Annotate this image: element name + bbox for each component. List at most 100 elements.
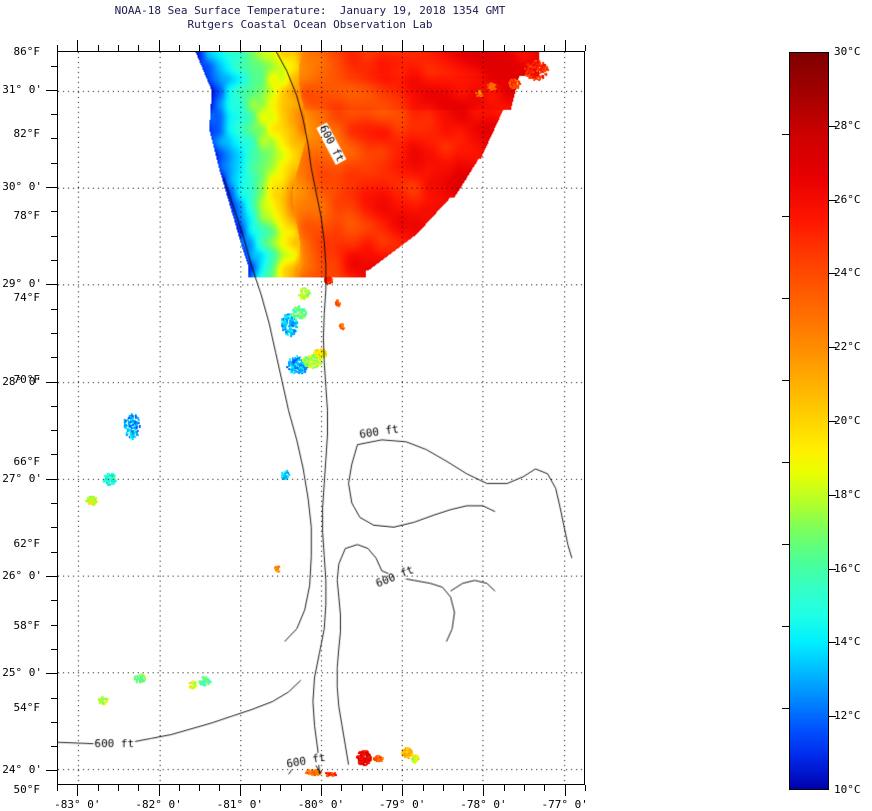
y-tick: [51, 600, 57, 601]
x-tick: [524, 785, 525, 791]
colorbar-label-f-86: 86°F: [13, 45, 41, 58]
y-tick: [51, 211, 57, 212]
x-tick: [77, 785, 78, 796]
colorbar-label-f-58: 58°F: [13, 619, 41, 632]
page-title: NOAA-18 Sea Surface Temperature: January…: [114, 4, 506, 17]
x-tick-top: [504, 45, 505, 51]
x-tick: [585, 785, 586, 791]
colorbar-tick-c: [829, 495, 836, 496]
colorbar-label-f-62: 62°F: [13, 537, 41, 550]
x-tick-top: [524, 45, 525, 51]
x-tick-top: [585, 45, 586, 51]
colorbar-tick-f: [782, 708, 789, 709]
x-tick-top: [138, 45, 139, 51]
y-tick: [51, 552, 57, 553]
colorbar-tick-c: [829, 273, 836, 274]
colorbar-label-c-30: 30°C: [834, 45, 861, 58]
x-tick: [118, 785, 119, 791]
colorbar-tick-c: [829, 126, 836, 127]
colorbar-label-f-74: 74°F: [13, 291, 41, 304]
x-tick-top: [321, 40, 322, 51]
colorbar-tick-c: [829, 716, 836, 717]
y-axis-label-27: 27° 0': [2, 471, 42, 485]
colorbar-tick-c: [829, 347, 836, 348]
colorbar-label-c-18: 18°C: [834, 487, 861, 501]
x-tick: [382, 785, 383, 791]
x-tick-top: [199, 45, 200, 51]
y-tick: [51, 722, 57, 723]
x-tick: [443, 785, 444, 791]
colorbar-tick-f: [782, 134, 789, 135]
colorbar-label-c-10: 10°C: [834, 783, 861, 796]
y-tick: [46, 382, 57, 383]
colorbar-tick-c: [829, 200, 836, 201]
colorbar-tick-f: [782, 216, 789, 217]
colorbar-label-f-82: 82°F: [13, 127, 41, 140]
y-tick: [51, 746, 57, 747]
y-tick: [51, 430, 57, 431]
y-tick: [51, 138, 57, 139]
x-tick: [565, 785, 566, 796]
x-tick-top: [77, 40, 78, 51]
colorbar-label-c-24: 24°C: [834, 266, 861, 280]
y-axis-label-29: 29° 0': [2, 277, 42, 291]
colorbar: [789, 52, 829, 790]
x-tick: [159, 785, 160, 796]
y-tick: [46, 770, 57, 771]
x-tick: [240, 785, 241, 796]
colorbar-tick-c: [829, 569, 836, 570]
colorbar-tick-f: [782, 626, 789, 627]
colorbar-label-f-50: 50°F: [13, 783, 41, 796]
y-tick: [51, 406, 57, 407]
x-tick: [260, 785, 261, 791]
colorbar-label-f-78: 78°F: [13, 209, 41, 222]
map-plot-frame: [57, 51, 585, 785]
x-tick: [544, 785, 545, 791]
x-tick-top: [118, 45, 119, 51]
colorbar-tick-f: [782, 462, 789, 463]
x-tick-top: [341, 45, 342, 51]
x-tick-top: [280, 45, 281, 51]
colorbar-label-c-26: 26°C: [834, 192, 861, 206]
x-tick: [463, 785, 464, 791]
x-tick-top: [179, 45, 180, 51]
colorbar-label-c-20: 20°C: [834, 414, 861, 427]
x-axis-label-77: -77° 0': [541, 798, 588, 811]
y-tick: [51, 114, 57, 115]
x-tick: [402, 785, 403, 796]
x-tick-top: [57, 45, 58, 51]
x-tick-top: [423, 45, 424, 51]
colorbar-tick-f: [782, 544, 789, 545]
y-axis-label-30: 30° 0': [2, 180, 42, 194]
x-tick: [362, 785, 363, 791]
y-tick: [51, 357, 57, 358]
y-tick: [51, 454, 57, 455]
x-tick-top: [219, 45, 220, 51]
x-tick-top: [362, 45, 363, 51]
y-axis-label-31: 31° 0': [2, 82, 42, 96]
x-tick-top: [301, 45, 302, 51]
x-axis-label-79: -79° 0': [379, 798, 426, 811]
colorbar-label-f-70: 70°F: [13, 373, 41, 386]
x-tick: [219, 785, 220, 791]
x-tick-top: [382, 45, 383, 51]
colorbar-tick-c: [829, 421, 836, 422]
colorbar-label-c-28: 28°C: [834, 118, 861, 132]
colorbar-tick-c: [829, 642, 836, 643]
x-tick-top: [240, 40, 241, 51]
x-tick: [179, 785, 180, 791]
y-tick: [46, 479, 57, 480]
page-subtitle: Rutgers Coastal Ocean Observation Lab: [187, 18, 433, 31]
x-tick-top: [159, 40, 160, 51]
y-tick: [51, 66, 57, 67]
colorbar-label-f-66: 66°F: [13, 455, 41, 468]
y-tick: [51, 333, 57, 334]
x-tick: [138, 785, 139, 791]
x-tick: [341, 785, 342, 791]
colorbar-gradient: [789, 52, 829, 790]
colorbar-tick-f: [782, 298, 789, 299]
y-axis-label-26: 26° 0': [2, 568, 42, 582]
colorbar-label-c-14: 14°C: [834, 635, 861, 649]
colorbar-label-f-54: 54°F: [13, 701, 41, 714]
x-axis-label-80: -80° 0': [297, 798, 345, 811]
